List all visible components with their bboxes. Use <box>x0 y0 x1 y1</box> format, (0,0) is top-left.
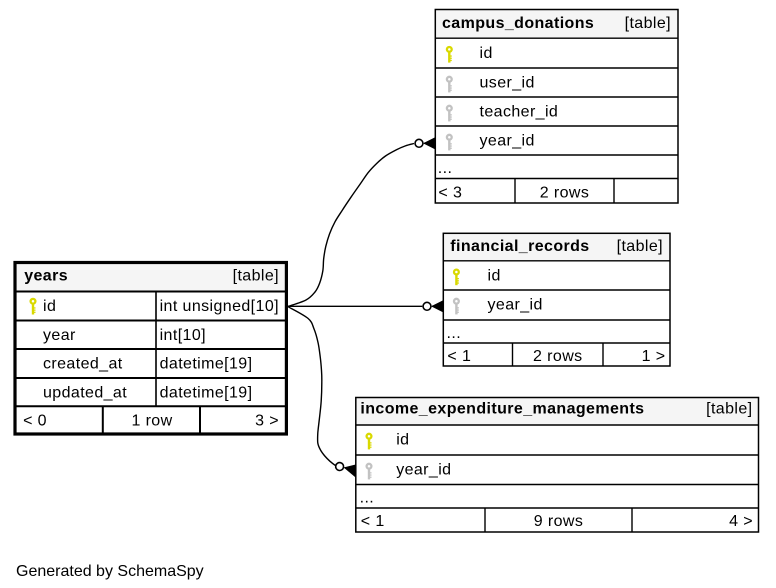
svg-text:4 >: 4 > <box>729 513 753 530</box>
svg-text:1 >: 1 > <box>642 348 666 365</box>
svg-text:[table]: [table] <box>625 15 671 32</box>
svg-text:id: id <box>488 267 501 284</box>
svg-text:1 row: 1 row <box>131 413 172 430</box>
svg-text:id: id <box>396 432 409 449</box>
svg-text:[table]: [table] <box>233 267 279 284</box>
svg-text:financial_records: financial_records <box>450 238 589 255</box>
svg-text:updated_at: updated_at <box>43 384 127 401</box>
svg-text:int[10]: int[10] <box>160 327 206 344</box>
svg-text:[table]: [table] <box>617 238 663 255</box>
svg-text:year_id: year_id <box>396 462 451 479</box>
svg-text:2 rows: 2 rows <box>533 348 583 365</box>
svg-text:years: years <box>24 267 68 284</box>
svg-text:< 0: < 0 <box>23 413 47 430</box>
svg-text:datetime[19]: datetime[19] <box>160 384 253 401</box>
svg-text:id: id <box>43 298 56 315</box>
svg-text:...: ... <box>438 160 453 177</box>
svg-text:teacher_id: teacher_id <box>480 104 559 121</box>
svg-text:year: year <box>43 327 76 344</box>
svg-text:< 1: < 1 <box>447 348 471 365</box>
svg-text:year_id: year_id <box>488 297 543 314</box>
svg-text:datetime[19]: datetime[19] <box>160 355 253 372</box>
svg-text:id: id <box>480 45 493 62</box>
svg-text:2 rows: 2 rows <box>540 184 590 201</box>
svg-text:3 >: 3 > <box>255 413 279 430</box>
svg-text:< 1: < 1 <box>361 513 385 530</box>
svg-text:income_expenditure_managements: income_expenditure_managements <box>360 400 644 417</box>
svg-text:...: ... <box>360 490 375 507</box>
svg-text:year_id: year_id <box>480 133 535 150</box>
svg-text:...: ... <box>447 325 462 342</box>
svg-text:9 rows: 9 rows <box>534 513 584 530</box>
svg-text:< 3: < 3 <box>438 184 462 201</box>
svg-text:created_at: created_at <box>43 355 123 372</box>
svg-text:int unsigned[10]: int unsigned[10] <box>160 298 279 315</box>
svg-text:campus_donations: campus_donations <box>442 15 594 32</box>
svg-text:user_id: user_id <box>480 75 535 92</box>
svg-text:[table]: [table] <box>706 400 752 417</box>
svg-text:Generated by SchemaSpy: Generated by SchemaSpy <box>16 563 204 580</box>
